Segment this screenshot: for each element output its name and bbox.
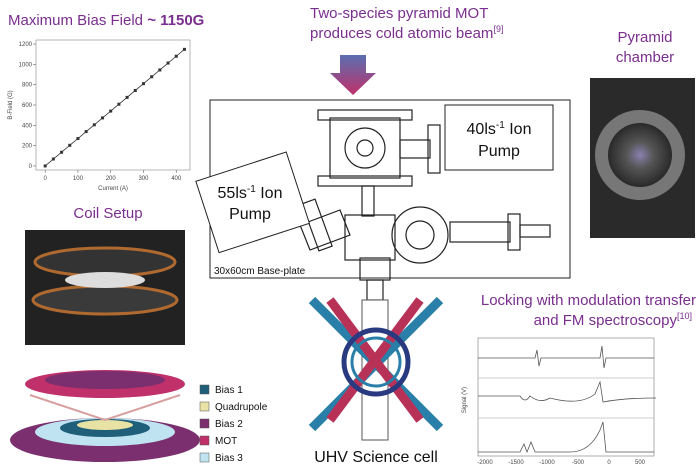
data-point xyxy=(126,96,129,99)
data-point xyxy=(167,62,170,65)
spectrum-drawing xyxy=(478,338,656,456)
data-point xyxy=(85,130,88,133)
y-axis-label: B-Field (G) xyxy=(8,90,14,119)
pump-label: Pump xyxy=(229,206,271,223)
legend-swatch xyxy=(200,402,209,411)
locking-title: and FM spectroscopy[10] xyxy=(534,311,692,329)
pyramid-title: Pyramid xyxy=(617,29,672,46)
data-point xyxy=(76,137,79,140)
beam-arrow xyxy=(330,55,376,95)
data-point xyxy=(183,48,186,51)
pump-40 xyxy=(445,105,553,170)
y-tick-label: 1000 xyxy=(19,62,33,68)
photo-coil xyxy=(65,272,145,288)
data-point xyxy=(44,164,47,167)
science-cell xyxy=(312,300,440,440)
baseplate-label: 30x60cm Base-plate xyxy=(214,266,306,277)
spectrum-x-tick: 0 xyxy=(607,460,611,466)
x-tick-label: 200 xyxy=(106,176,117,182)
data-point xyxy=(101,116,104,119)
mot-title: Two-species pyramid MOT xyxy=(310,5,488,22)
data-point xyxy=(150,75,153,78)
legend-label: Bias 3 xyxy=(215,453,243,464)
legend-label: MOT xyxy=(215,436,237,447)
x-tick-label: 400 xyxy=(171,176,182,182)
data-line xyxy=(45,49,184,166)
photo-coil xyxy=(33,286,177,314)
legend-swatch xyxy=(200,436,209,445)
cell-title: UHV Science cell xyxy=(314,449,438,466)
y-tick-label: 800 xyxy=(22,83,33,89)
legend-label: Bias 2 xyxy=(215,419,243,430)
coil-render xyxy=(10,370,200,462)
y-tick-label: 1200 xyxy=(19,42,33,48)
data-point xyxy=(142,82,145,85)
y-tick-label: 200 xyxy=(22,144,33,150)
y-tick-label: 600 xyxy=(22,103,33,109)
locking-title: Locking with modulation transfer xyxy=(481,292,696,309)
data-point xyxy=(134,89,137,92)
legend-swatch xyxy=(200,419,209,428)
x-axis-label: Current (A) xyxy=(98,186,128,192)
spectrum-ylabel: Signal (V) xyxy=(462,387,468,413)
x-tick-label: 100 xyxy=(73,176,84,182)
pump-label: Pump xyxy=(478,143,520,160)
data-point xyxy=(117,103,120,106)
spectrum-x-tick: -500 xyxy=(572,460,585,466)
plot-frame xyxy=(36,40,190,170)
spectrum-x-tick: -1000 xyxy=(539,460,555,466)
legend-swatch xyxy=(200,453,209,462)
photo-window xyxy=(608,123,672,187)
spectrum-x-tick: 500 xyxy=(635,460,646,466)
y-tick-label: 0 xyxy=(29,164,33,170)
data-point xyxy=(175,55,178,58)
coil-title: Coil Setup xyxy=(73,205,142,222)
data-point xyxy=(158,68,161,71)
x-tick-label: 300 xyxy=(138,176,149,182)
x-tick-label: 0 xyxy=(44,176,48,182)
slide: Maximum Bias Field ~ 1150G Two-species p… xyxy=(0,0,700,466)
photo-coil xyxy=(35,248,175,276)
mot-title: produces cold atomic beam[9] xyxy=(310,24,503,42)
data-point xyxy=(52,158,55,161)
legend-swatch xyxy=(200,385,209,394)
data-point xyxy=(60,151,63,154)
data-point xyxy=(68,144,71,147)
legend-label: Quadrupole xyxy=(215,402,268,413)
spectrum-x-tick: -2000 xyxy=(477,460,493,466)
data-point xyxy=(109,110,112,113)
spectrum-x-tick: -1500 xyxy=(508,460,524,466)
pyramid-title: chamber xyxy=(616,49,674,66)
data-point xyxy=(93,123,96,126)
y-tick-label: 400 xyxy=(22,123,33,129)
legend-label: Bias 1 xyxy=(215,385,243,396)
bias-title: Maximum Bias Field ~ 1150G xyxy=(8,12,204,29)
